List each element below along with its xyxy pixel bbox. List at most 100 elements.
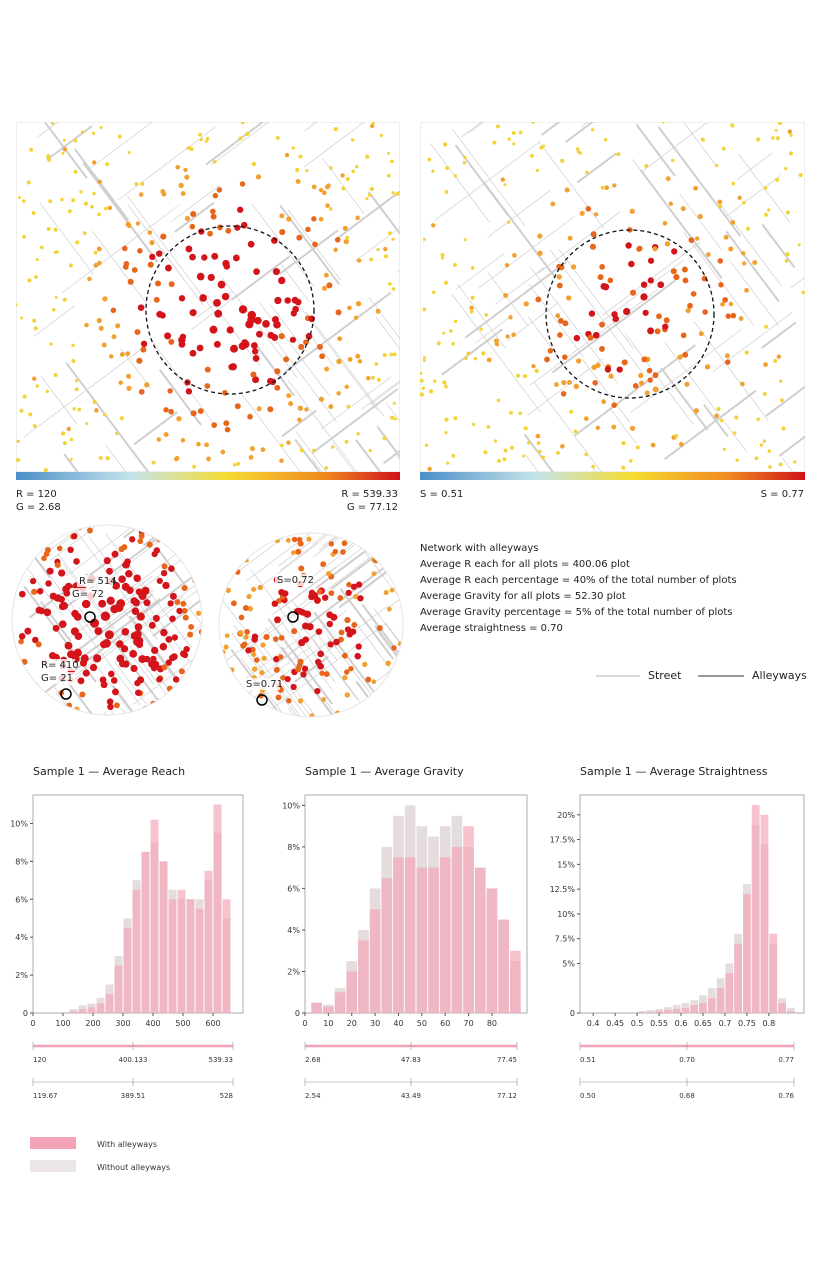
street (464, 260, 568, 339)
plot-dot (169, 592, 177, 600)
plot-dot (507, 220, 511, 224)
label-bg (39, 672, 75, 684)
plot-dot (62, 441, 67, 446)
plot-dot (245, 131, 250, 137)
bar (498, 919, 509, 1013)
plot-dot (336, 358, 342, 365)
plot-dot (472, 422, 476, 427)
plot-dot (784, 166, 788, 171)
street (312, 638, 363, 705)
bar (96, 1003, 105, 1013)
plot-dot (353, 315, 359, 320)
street (220, 597, 269, 662)
plot-dot (284, 152, 290, 158)
range-label: 0.70 (679, 1056, 695, 1064)
street (211, 122, 269, 166)
plot-dot (58, 595, 65, 603)
plot-dot (295, 178, 301, 185)
plot-dot (53, 227, 58, 232)
plot-dot (102, 296, 108, 302)
street (304, 122, 365, 168)
plot-dot (182, 614, 189, 621)
plot-dot (603, 137, 608, 142)
plot-dot (444, 384, 448, 389)
plot-dot (704, 364, 711, 370)
street (580, 122, 589, 128)
plot-dot (305, 168, 309, 173)
plot-dot (665, 176, 671, 182)
plot-dot (463, 238, 467, 242)
street (679, 193, 722, 250)
plot-dot (678, 441, 684, 447)
plot-dot (555, 313, 561, 319)
plot-dot (298, 565, 305, 572)
plot-dot (272, 636, 279, 642)
plot-dot (333, 638, 340, 646)
y-tick-label: 2% (15, 971, 28, 980)
plot-dot (73, 138, 78, 143)
plot-dot (204, 442, 209, 448)
plot-dot (223, 263, 231, 270)
plot-dot (589, 243, 597, 250)
label: Network with alleyways (420, 543, 539, 554)
plot-dot (224, 633, 230, 639)
label: Average Gravity percentage = 5% of the t… (420, 607, 733, 618)
plot-dot (204, 140, 208, 144)
plot-dot (762, 391, 767, 396)
plot-dot (473, 356, 478, 361)
plot-dot (421, 386, 426, 390)
plot-dot (327, 641, 334, 648)
plot-dot (371, 122, 375, 125)
plot-dot (656, 313, 662, 320)
plot-dot (120, 645, 129, 653)
plot-dot (175, 164, 181, 170)
plot-dot (376, 546, 382, 552)
plot-dot (345, 589, 352, 596)
plot-dot (570, 264, 577, 270)
plot-dot (207, 230, 213, 237)
bar (681, 1008, 690, 1013)
street (308, 332, 335, 367)
plot-dot (178, 668, 185, 675)
plot-dot (706, 252, 711, 257)
street (49, 526, 96, 561)
plot-dot (612, 183, 617, 188)
label: S=0.71 (246, 679, 283, 690)
y-tick-label: 12.5% (550, 885, 576, 894)
plot-dot (630, 289, 637, 296)
plot-dot (143, 655, 151, 663)
plot-dot (677, 354, 683, 360)
x-tick-label: 0.6 (675, 1019, 688, 1028)
street (89, 122, 153, 170)
plot-dot (332, 548, 339, 555)
plot-dot (61, 151, 65, 155)
plot-dot (527, 441, 531, 445)
plot-dot (165, 264, 172, 272)
plot-dot (674, 434, 679, 438)
plot-dot (236, 461, 241, 466)
marker (287, 611, 299, 623)
street (89, 657, 159, 715)
plot-dot (201, 254, 208, 261)
colorbar (16, 472, 400, 480)
plot-dot (590, 128, 595, 132)
street (451, 294, 542, 413)
bar (463, 826, 474, 1013)
plot-dot (431, 223, 436, 228)
x-tick-label: 0.65 (694, 1019, 712, 1028)
street (132, 631, 202, 705)
plot-dot (642, 309, 649, 316)
plot-dot (274, 616, 281, 624)
plot-dot (50, 122, 55, 125)
plot-dot (222, 389, 228, 396)
street (487, 271, 529, 327)
x-tick-label: 100 (55, 1019, 70, 1028)
range-label: 0.68 (679, 1092, 695, 1100)
bar (681, 1003, 690, 1013)
street (441, 328, 504, 376)
plot-dot (211, 252, 219, 260)
y-tick-label: 8% (15, 857, 28, 866)
plot-dot (389, 352, 394, 357)
plot-dot (448, 329, 453, 333)
x-tick-label: 400 (145, 1019, 160, 1028)
